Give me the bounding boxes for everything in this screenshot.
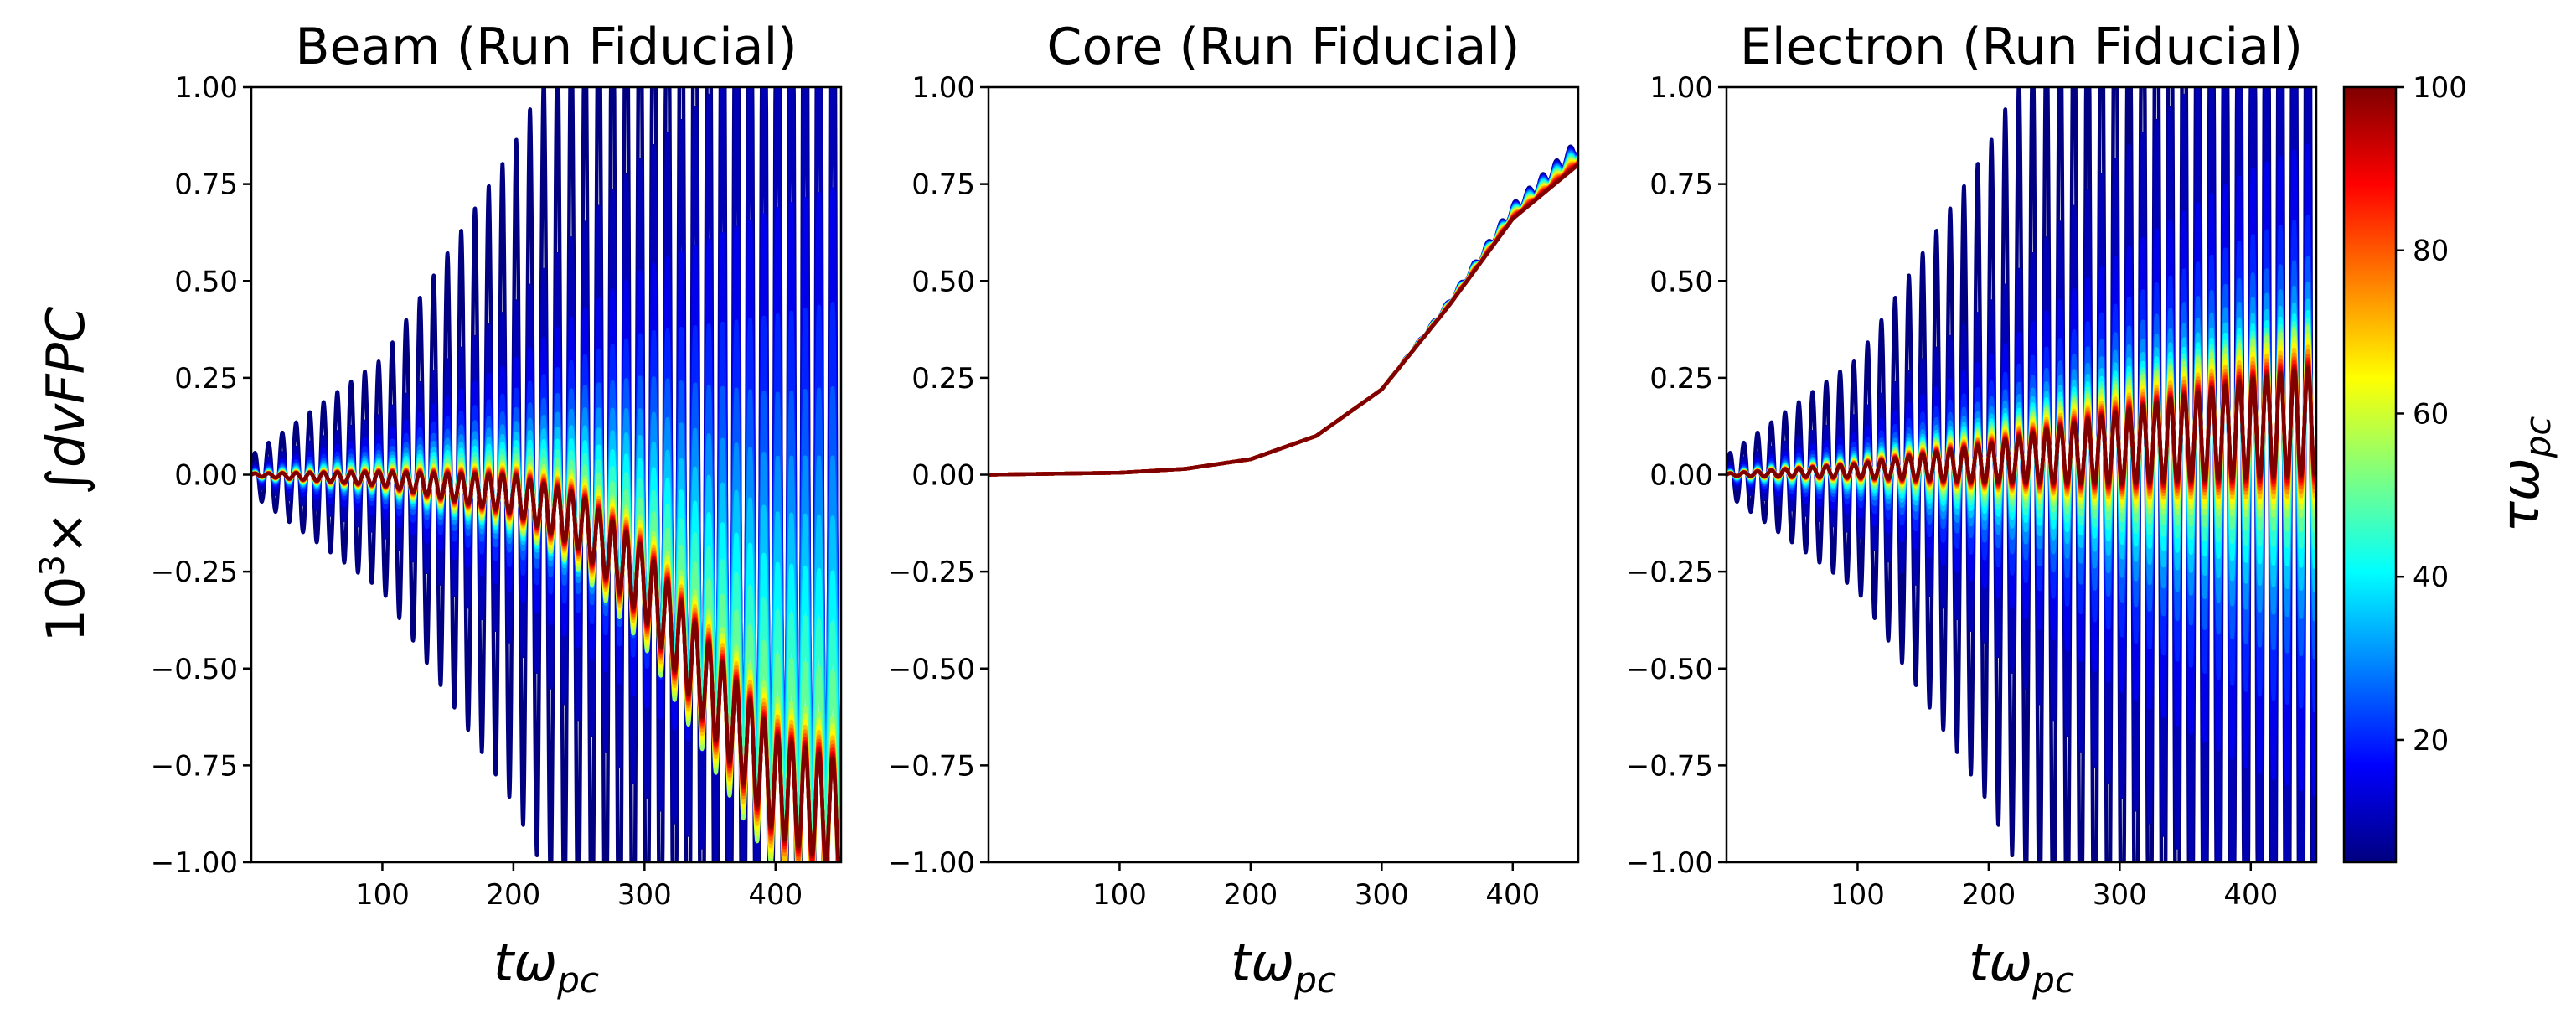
series-line [1727,366,2316,486]
series-line [989,151,1578,477]
y-tick-label: −0.25 [151,556,238,589]
y-tick-label: 0.50 [1649,265,1713,298]
y-ticks-electron: 1.00 0.75 0.50 0.25 0.00 −0.25 −0.50 −0.75 −1.00 [1626,71,1727,880]
y-tick-label: 0.25 [174,362,238,396]
y-tick-label: −0.50 [1626,653,1713,686]
y-tick-label: 1.00 [1649,71,1713,105]
series-line [989,147,1578,477]
panel-beam: Beam (Run Fiducial) 1.00 0.75 0.50 0.25 0.00… [151,18,843,1001]
y-tick-label: −0.25 [888,556,975,589]
series-line [989,144,1578,477]
x-tick-label: 400 [2223,878,2278,912]
colorbar-tick-label: 40 [2413,561,2449,594]
x-tick-label: 100 [355,878,410,912]
y-tick-label: 0.25 [911,362,975,396]
x-tick-label: 100 [1830,878,1885,912]
y-ticks-core: 1.00 0.75 0.50 0.25 0.00 −0.25 −0.50 −0.75 −1.00 [888,71,989,880]
colorbar-ticks: 20 40 60 80 100 [2396,71,2467,758]
panel-electron: Electron (Run Fiducial) 1.00 0.75 0.50 0.25… [1626,18,2318,1001]
series-line [989,162,1578,477]
colorbar-tick-label: 100 [2413,71,2467,105]
y-tick-label: 1.00 [174,71,238,105]
series-line [989,149,1578,477]
y-tick-label: 0.00 [174,459,238,493]
y-tick-label: −0.50 [888,653,975,686]
y-axis-label: 103× ∫dvFPC [34,306,96,642]
y-tick-label: −0.50 [151,653,238,686]
plot-frame-core [987,85,1580,864]
series-group-beam [251,87,841,862]
panel-title-beam: Beam (Run Fiducial) [295,18,797,76]
series-line [989,148,1578,477]
y-tick-label: −1.00 [888,846,975,880]
y-tick-label: 0.00 [1649,459,1713,493]
series-line [989,161,1578,477]
series-line [989,158,1578,477]
colorbar-gradient [2342,85,2398,864]
x-tick-label: 400 [748,878,803,912]
x-tick-label: 400 [1485,878,1540,912]
x-tick-label: 300 [1355,878,1409,912]
panel-core: Core (Run Fiducial) 1.00 0.75 0.50 0.25 0.00… [888,18,1580,1001]
series-line [989,152,1578,477]
y-tick-label: 0.25 [1649,362,1713,396]
series-line [989,159,1578,477]
x-tick-label: 300 [617,878,672,912]
y-ticks-beam: 1.00 0.75 0.50 0.25 0.00 −0.25 −0.50 −0.75 −1.00 [151,71,251,880]
x-ticks-beam: 100 200 300 400 [355,862,803,912]
series-group-core [989,144,1578,477]
x-tick-label: 200 [486,878,540,912]
x-tick-label: 200 [1961,878,2016,912]
panel-title-electron: Electron (Run Fiducial) [1740,18,2303,76]
plot-frame-beam [250,85,843,864]
y-tick-label: 0.75 [1649,168,1713,202]
series-line [989,153,1578,477]
x-axis-label-core: tωpc [1231,932,1336,1001]
colorbar: 20 40 60 80 100 τωpc [2342,71,2558,864]
x-tick-label: 200 [1223,878,1278,912]
y-tick-label: −1.00 [151,846,238,880]
series-line [989,158,1578,477]
series-line [989,162,1578,477]
panel-title-core: Core (Run Fiducial) [1047,18,1520,76]
series-line [989,160,1578,477]
y-tick-label: 1.00 [911,71,975,105]
colorbar-label: τωpc [2490,416,2558,532]
y-tick-label: −1.00 [1626,846,1713,880]
colorbar-tick-label: 60 [2413,397,2449,431]
x-ticks-electron: 100 200 300 400 [1830,862,2278,912]
colorbar-tick-label: 20 [2413,724,2449,758]
x-ticks-core: 100 200 300 400 [1092,862,1540,912]
y-tick-label: −0.75 [151,749,238,783]
series-group-electron [1727,87,2316,862]
x-axis-label-beam: tωpc [493,932,599,1001]
series-line [251,469,841,862]
plot-frame-electron [1725,85,2318,864]
series-line [989,146,1578,477]
y-tick-label: 0.75 [174,168,238,202]
y-tick-label: −0.25 [1626,556,1713,589]
x-axis-label-electron: tωpc [1969,932,2074,1001]
series-line [989,156,1578,477]
series-line [989,154,1578,477]
y-tick-label: 0.50 [911,265,975,298]
series-line [989,159,1578,477]
y-tick-label: −0.75 [888,749,975,783]
colorbar-tick-label: 80 [2413,235,2449,268]
y-tick-label: 0.75 [911,168,975,202]
series-line [989,157,1578,477]
y-tick-label: 0.50 [174,265,238,298]
y-tick-label: −0.75 [1626,749,1713,783]
series-line [989,163,1578,477]
x-tick-label: 100 [1092,878,1147,912]
y-tick-label: 0.00 [911,459,975,493]
x-tick-label: 300 [2093,878,2147,912]
